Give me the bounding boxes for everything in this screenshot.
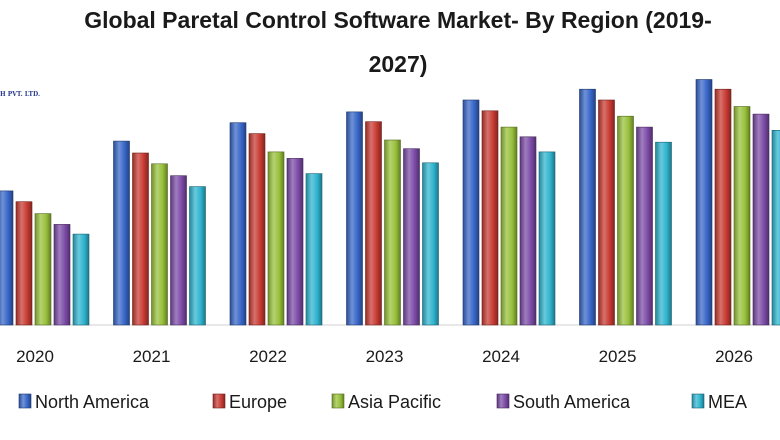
bar-asia-pacific-2021: [151, 163, 168, 326]
bar-south-america-2020: [53, 224, 71, 326]
x-tick-label-2023: 2023: [366, 347, 404, 366]
bars-group: [0, 79, 780, 326]
bar-south-america-2026: [752, 113, 770, 326]
x-tick-label-2022: 2022: [249, 347, 287, 366]
bar-mea-2022: [305, 173, 323, 326]
bar-north-america-2021: [113, 140, 130, 326]
bar-europe-2022: [248, 133, 266, 326]
bar-north-america-2023: [346, 111, 363, 326]
legend: North America Europe Asia Pacific South Ame…: [18, 392, 747, 412]
bar-south-america-2023: [403, 148, 420, 326]
x-tick-label-2026: 2026: [715, 347, 753, 366]
x-tick-label-2020: 2020: [16, 347, 54, 366]
bar-asia-pacific-2022: [267, 151, 285, 326]
bar-europe-2024: [481, 110, 499, 326]
legend-label-europe: Europe: [229, 392, 287, 412]
bar-mea-2020: [72, 233, 90, 326]
legend-label-mea: MEA: [708, 392, 747, 412]
bar-asia-pacific-2024: [500, 126, 518, 326]
legend-label-south-america: South America: [513, 392, 631, 412]
bar-europe-2023: [365, 121, 382, 326]
bar-europe-2021: [132, 152, 149, 326]
bar-europe-2020: [15, 201, 33, 326]
bar-asia-pacific-2025: [617, 115, 634, 326]
bar-north-america-2025: [579, 88, 596, 326]
bar-south-america-2021: [170, 175, 187, 326]
bar-mea-2024: [538, 151, 556, 326]
bar-asia-pacific-2023: [384, 139, 401, 326]
bar-mea-2021: [189, 186, 206, 326]
bar-north-america-2026: [695, 79, 713, 326]
chart-title-line-2: 2027): [369, 51, 428, 77]
bar-mea-2025: [655, 141, 672, 326]
bar-north-america-2020: [0, 190, 14, 326]
bar-europe-2026: [714, 88, 732, 326]
bar-north-america-2024: [462, 99, 480, 326]
bar-mea-2026: [771, 130, 780, 326]
legend-label-asia-pacific: Asia Pacific: [348, 392, 441, 412]
x-tick-label-2025: 2025: [599, 347, 637, 366]
legend-swatch-mea: [691, 393, 705, 409]
legend-swatch-asia-pacific: [331, 393, 345, 409]
bar-south-america-2022: [286, 158, 304, 326]
watermark-text: H PVT. LTD.: [0, 91, 40, 98]
chart-title-line-1: Global Paretal Control Software Market- …: [84, 7, 712, 33]
legend-swatch-north-america: [18, 393, 32, 409]
legend-swatch-europe: [212, 393, 226, 409]
bar-north-america-2022: [229, 122, 247, 326]
x-tick-label-2021: 2021: [133, 347, 171, 366]
bar-mea-2023: [422, 162, 439, 326]
bar-asia-pacific-2020: [34, 213, 52, 326]
legend-label-north-america: North America: [35, 392, 150, 412]
bar-europe-2025: [598, 99, 615, 326]
bar-south-america-2024: [519, 136, 537, 326]
bar-south-america-2025: [636, 126, 653, 326]
x-tick-labels: 2020 2021 2022 2023 2024 2025 2026: [16, 347, 753, 366]
bar-asia-pacific-2026: [733, 106, 751, 326]
x-tick-label-2024: 2024: [482, 347, 520, 366]
legend-swatch-south-america: [496, 393, 510, 409]
